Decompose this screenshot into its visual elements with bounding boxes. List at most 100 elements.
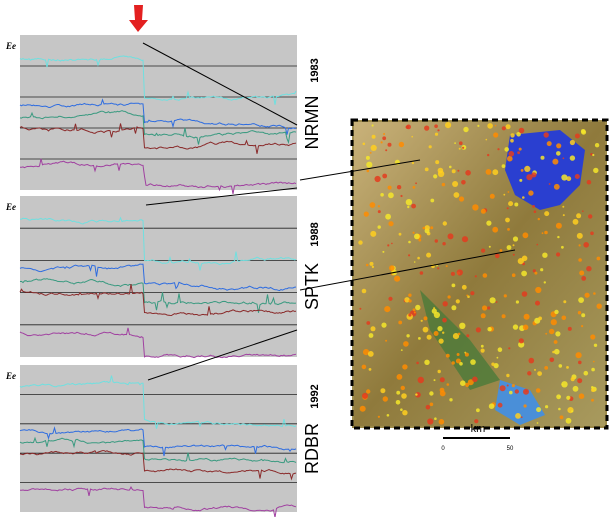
epicenter — [517, 151, 520, 155]
epicenter — [445, 265, 448, 268]
epicenter — [540, 155, 545, 160]
epicenter — [388, 221, 394, 227]
epicenter — [406, 334, 410, 338]
epicenter — [593, 167, 599, 174]
epicenter — [555, 331, 561, 337]
epicenter — [485, 138, 488, 141]
epicenter — [406, 124, 411, 130]
epicenter — [514, 202, 519, 207]
epicenter — [382, 396, 388, 402]
station-year: 1992 — [309, 384, 321, 408]
epicenter — [527, 371, 532, 376]
epicenter — [430, 198, 435, 203]
epicenter — [558, 364, 563, 368]
epicenter — [451, 361, 455, 365]
epicenter — [374, 175, 381, 183]
epicenter — [553, 183, 560, 190]
epicenter — [532, 269, 536, 273]
epicenter — [591, 388, 595, 392]
epicenter — [522, 232, 529, 239]
epicenter — [467, 379, 474, 386]
epicenter — [437, 170, 445, 177]
epicenter — [456, 353, 460, 356]
epicenter — [487, 306, 491, 310]
epicenter — [452, 333, 460, 340]
epicenter — [459, 362, 463, 366]
epicenter — [546, 141, 552, 147]
epicenter — [382, 173, 388, 179]
epicenter — [512, 236, 519, 242]
epicenter — [480, 348, 485, 353]
panel-bg — [20, 196, 297, 357]
epicenter — [462, 146, 465, 149]
epicenter — [487, 327, 492, 332]
epicenter — [489, 193, 495, 199]
epicenter — [548, 183, 551, 185]
epicenter — [528, 357, 535, 364]
epicenter — [363, 349, 370, 356]
epicenter — [366, 389, 371, 394]
epicenter — [571, 410, 574, 413]
epicenter — [480, 313, 486, 319]
epicenter — [507, 191, 510, 193]
epicenter — [495, 253, 500, 259]
station-year: 1983 — [309, 58, 321, 82]
panel-label: Ee — [5, 202, 16, 212]
station-year: 1988 — [309, 222, 321, 246]
epicenter — [545, 405, 549, 409]
epicenter — [495, 301, 498, 303]
epicenter — [594, 143, 600, 148]
trace — [19, 216, 297, 271]
epicenter — [472, 204, 479, 211]
epicenter — [474, 419, 479, 424]
epicenter — [412, 308, 416, 312]
epicenter — [588, 214, 593, 219]
trace — [19, 436, 297, 464]
epicenter — [384, 306, 391, 313]
epicenter — [457, 332, 461, 336]
epicenter — [590, 334, 596, 340]
epicenter — [518, 127, 525, 134]
epicenter — [418, 238, 422, 242]
epicenter — [442, 317, 447, 323]
epicenter — [412, 231, 415, 234]
epicenter — [403, 341, 409, 347]
epicenter — [561, 174, 568, 181]
epicenter — [458, 147, 461, 150]
trace — [19, 450, 297, 481]
epicenter — [487, 153, 490, 157]
epicenter — [505, 124, 511, 130]
epicenter — [453, 192, 460, 198]
trace — [19, 375, 297, 429]
epicenter — [552, 158, 559, 165]
epicenter — [577, 311, 582, 315]
epicenter — [367, 351, 374, 357]
station-name: NRMN — [302, 96, 322, 150]
trace — [19, 327, 297, 359]
epicenter — [408, 293, 412, 297]
epicenter — [424, 359, 430, 365]
epicenter — [509, 390, 513, 395]
epicenter — [537, 217, 540, 221]
panels: Ee Ee Ee — [5, 35, 297, 517]
epicenter — [554, 309, 559, 315]
epicenter — [395, 400, 401, 405]
epicenter — [422, 326, 429, 333]
epicenter — [556, 143, 562, 149]
epicenter — [388, 192, 394, 199]
epicenter — [377, 210, 381, 214]
epicenter — [549, 357, 555, 363]
epicenter — [413, 311, 416, 314]
trace — [19, 485, 297, 517]
epicenter — [365, 155, 370, 160]
epicenter — [569, 139, 576, 146]
epicenter — [424, 125, 430, 131]
epicenter — [593, 360, 595, 363]
trace — [19, 263, 297, 292]
epicenter — [549, 328, 555, 335]
epicenter — [368, 333, 374, 338]
epicenter — [404, 297, 410, 303]
epicenter — [542, 252, 548, 258]
epicenter — [439, 390, 446, 397]
persian-gulf — [495, 380, 545, 425]
